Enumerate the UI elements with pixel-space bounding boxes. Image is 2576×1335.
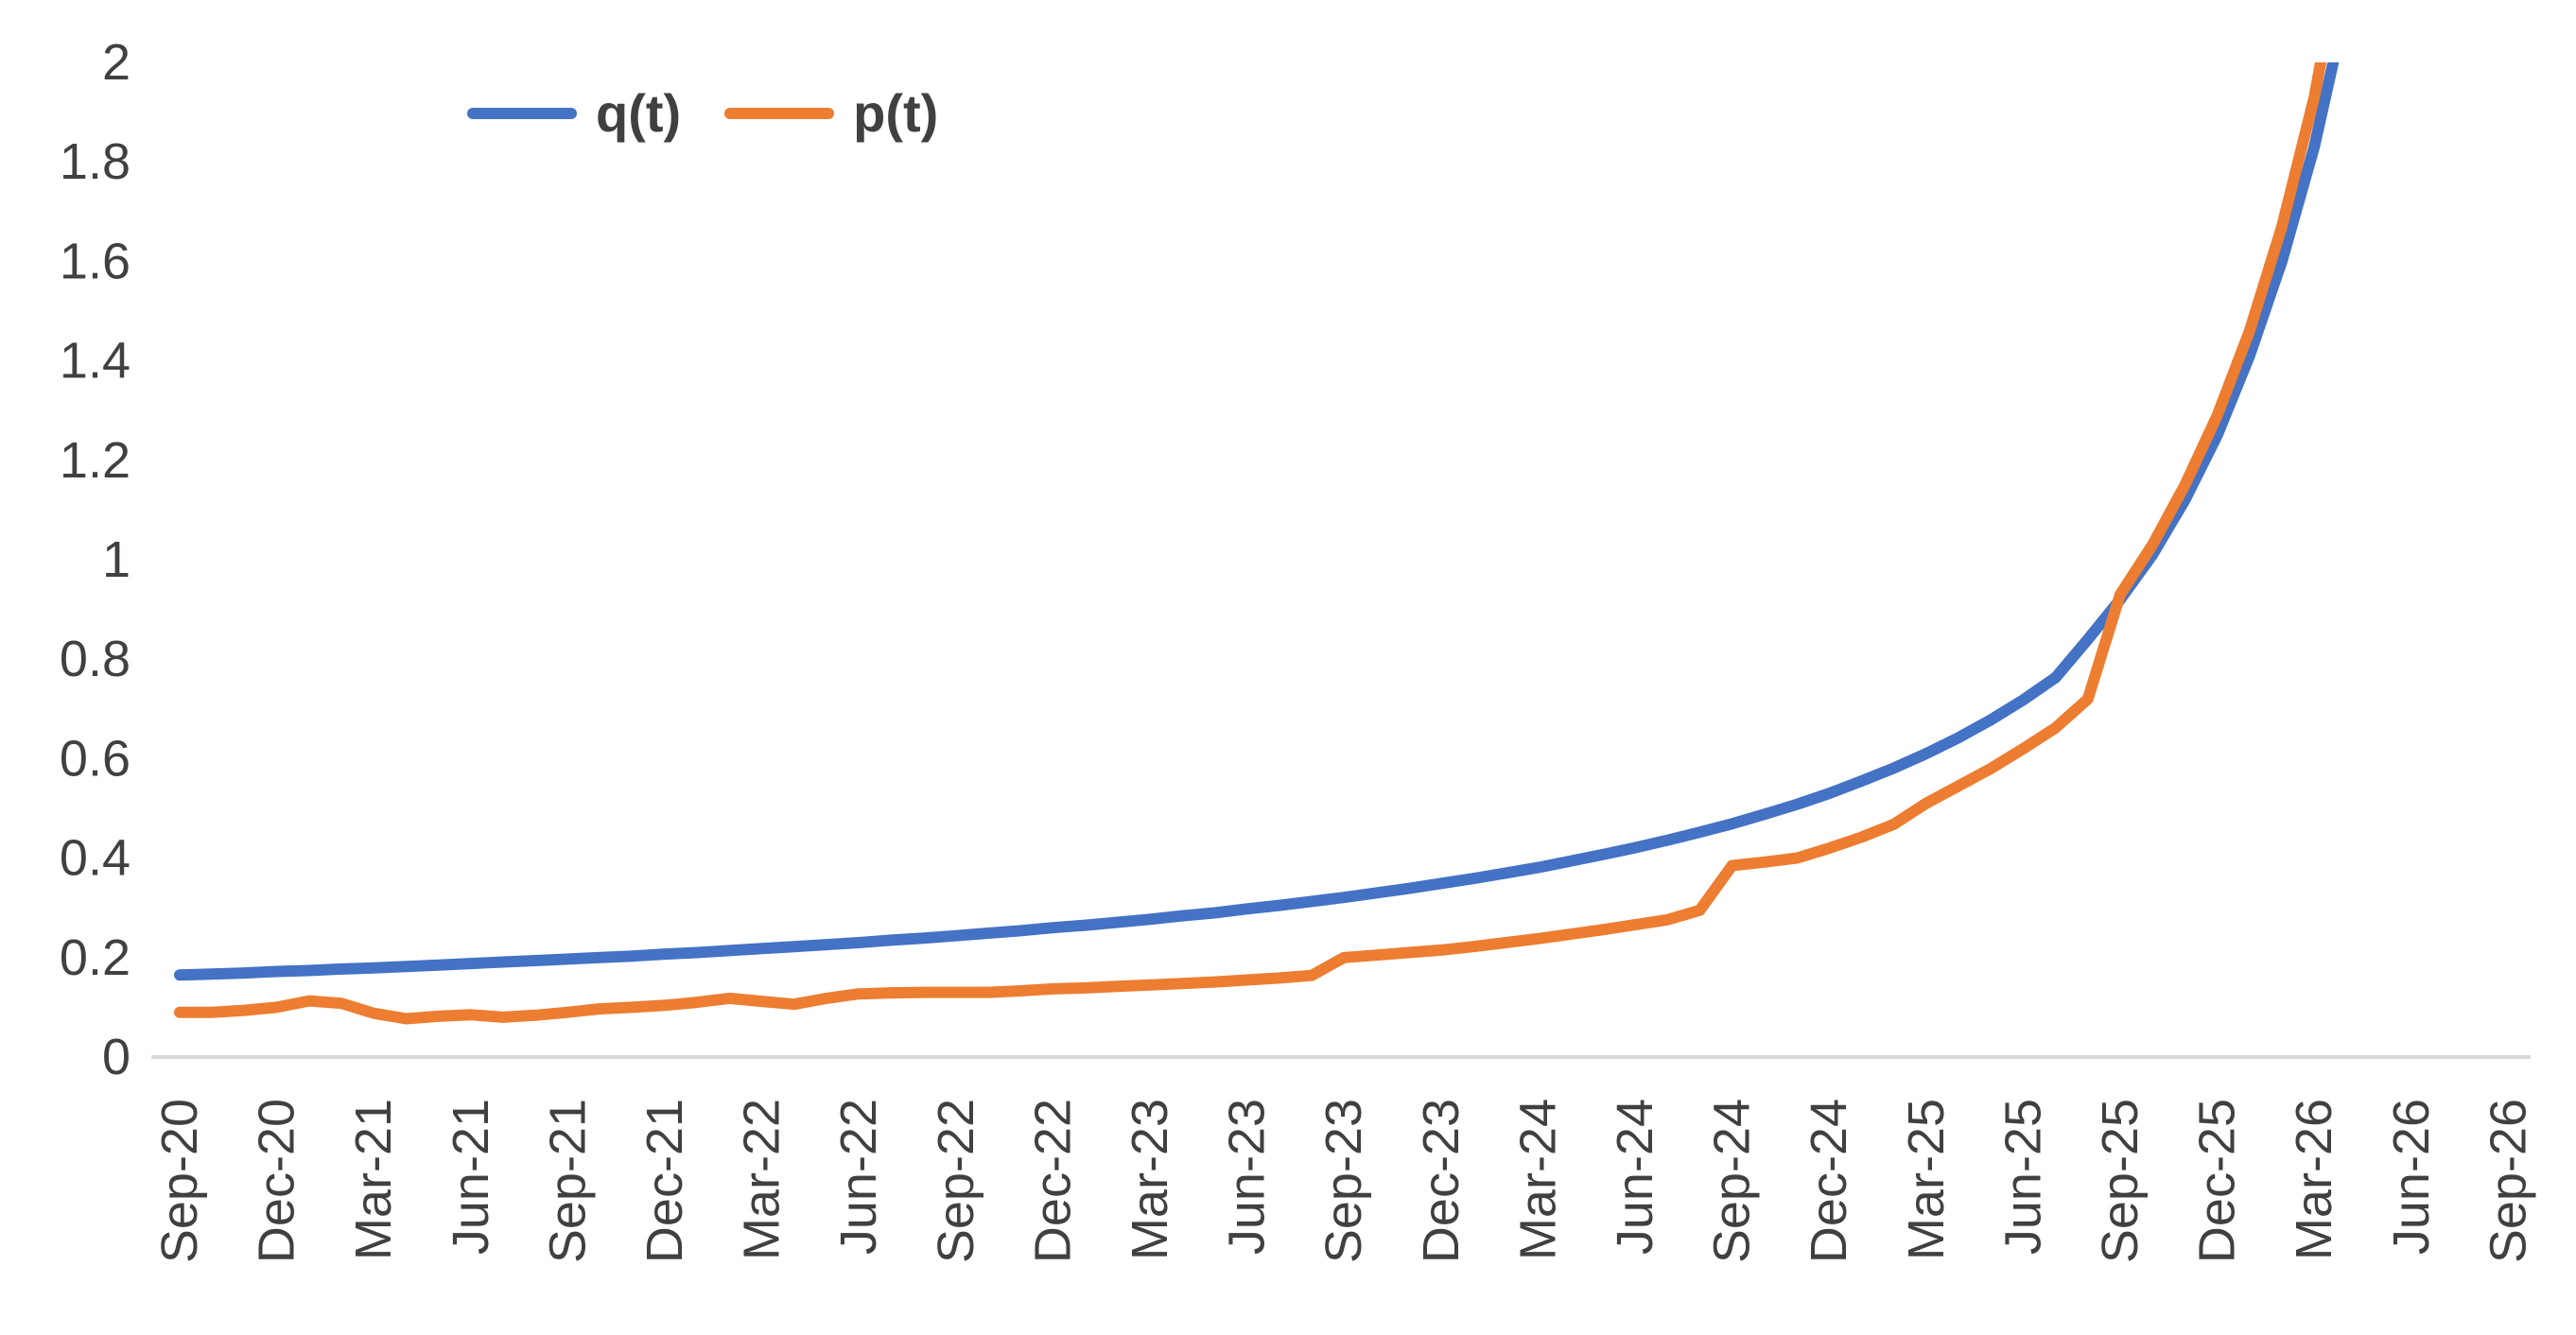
y-axis-tick-label: 0.6 bbox=[60, 730, 131, 787]
x-axis-tick-label: Jun-25 bbox=[1994, 1099, 2051, 1255]
legend-item-p: p(t) bbox=[724, 87, 938, 140]
x-axis-tick-label: Dec-20 bbox=[249, 1099, 305, 1263]
x-axis-tick-label: Mar-22 bbox=[734, 1099, 791, 1260]
y-axis-tick-label: 0.4 bbox=[60, 830, 131, 887]
x-axis-tick-label: Sep-23 bbox=[1315, 1099, 1372, 1263]
x-axis-tick-label: Sep-21 bbox=[539, 1099, 596, 1263]
y-axis-tick-label: 1.8 bbox=[60, 133, 131, 190]
x-axis-tick-label: Jun-21 bbox=[443, 1099, 499, 1255]
y-axis-tick-label: 0 bbox=[102, 1029, 131, 1085]
p-series-line bbox=[174, 62, 2327, 1025]
x-axis-tick-label: Mar-26 bbox=[2286, 1099, 2342, 1260]
x-axis-tick-label: Dec-22 bbox=[1024, 1099, 1081, 1263]
x-axis-tick-label: Sep-22 bbox=[928, 1099, 984, 1263]
x-axis-tick-label: Mar-23 bbox=[1122, 1099, 1178, 1260]
x-axis-tick-label: Mar-21 bbox=[345, 1099, 402, 1260]
x-axis-tick-label: Jun-22 bbox=[830, 1099, 887, 1255]
y-axis-tick-label: 1.4 bbox=[60, 333, 131, 390]
x-axis-tick-label: Mar-24 bbox=[1509, 1099, 1566, 1260]
legend-item-q: q(t) bbox=[467, 87, 681, 140]
y-axis-tick-label: 1 bbox=[102, 531, 131, 588]
y-axis-tick-label: 1.2 bbox=[60, 432, 131, 489]
x-axis-tick-label: Sep-26 bbox=[2480, 1099, 2536, 1263]
y-axis-tick-label: 1.6 bbox=[60, 233, 131, 289]
x-axis-tick-label: Mar-25 bbox=[1898, 1099, 1955, 1260]
legend-line-p-icon bbox=[724, 108, 835, 119]
x-axis-tick-label: Sep-20 bbox=[151, 1099, 208, 1263]
x-axis-tick-label: Dec-24 bbox=[1801, 1099, 1857, 1263]
x-axis-tick-label: Sep-25 bbox=[2092, 1099, 2149, 1263]
legend-label-p: p(t) bbox=[853, 83, 939, 143]
legend-line-q-icon bbox=[467, 108, 577, 119]
x-axis-tick-label: Jun-23 bbox=[1219, 1099, 1276, 1255]
y-axis-tick-label: 0.2 bbox=[60, 929, 131, 986]
x-axis-tick-label: Jun-24 bbox=[1607, 1099, 1663, 1255]
legend-label-q: q(t) bbox=[596, 83, 682, 143]
legend: q(t) p(t) bbox=[467, 87, 938, 140]
y-axis-tick-label: 2 bbox=[102, 34, 131, 91]
x-axis-tick-label: Dec-21 bbox=[636, 1099, 693, 1263]
q-series-line bbox=[174, 62, 2340, 981]
x-axis-tick-label: Dec-25 bbox=[2189, 1099, 2246, 1263]
x-axis-tick-label: Dec-23 bbox=[1413, 1099, 1470, 1263]
y-axis-tick-label: 0.8 bbox=[60, 631, 131, 687]
x-axis-tick-label: Jun-26 bbox=[2383, 1099, 2440, 1255]
x-axis-tick-label: Sep-24 bbox=[1704, 1099, 1761, 1263]
